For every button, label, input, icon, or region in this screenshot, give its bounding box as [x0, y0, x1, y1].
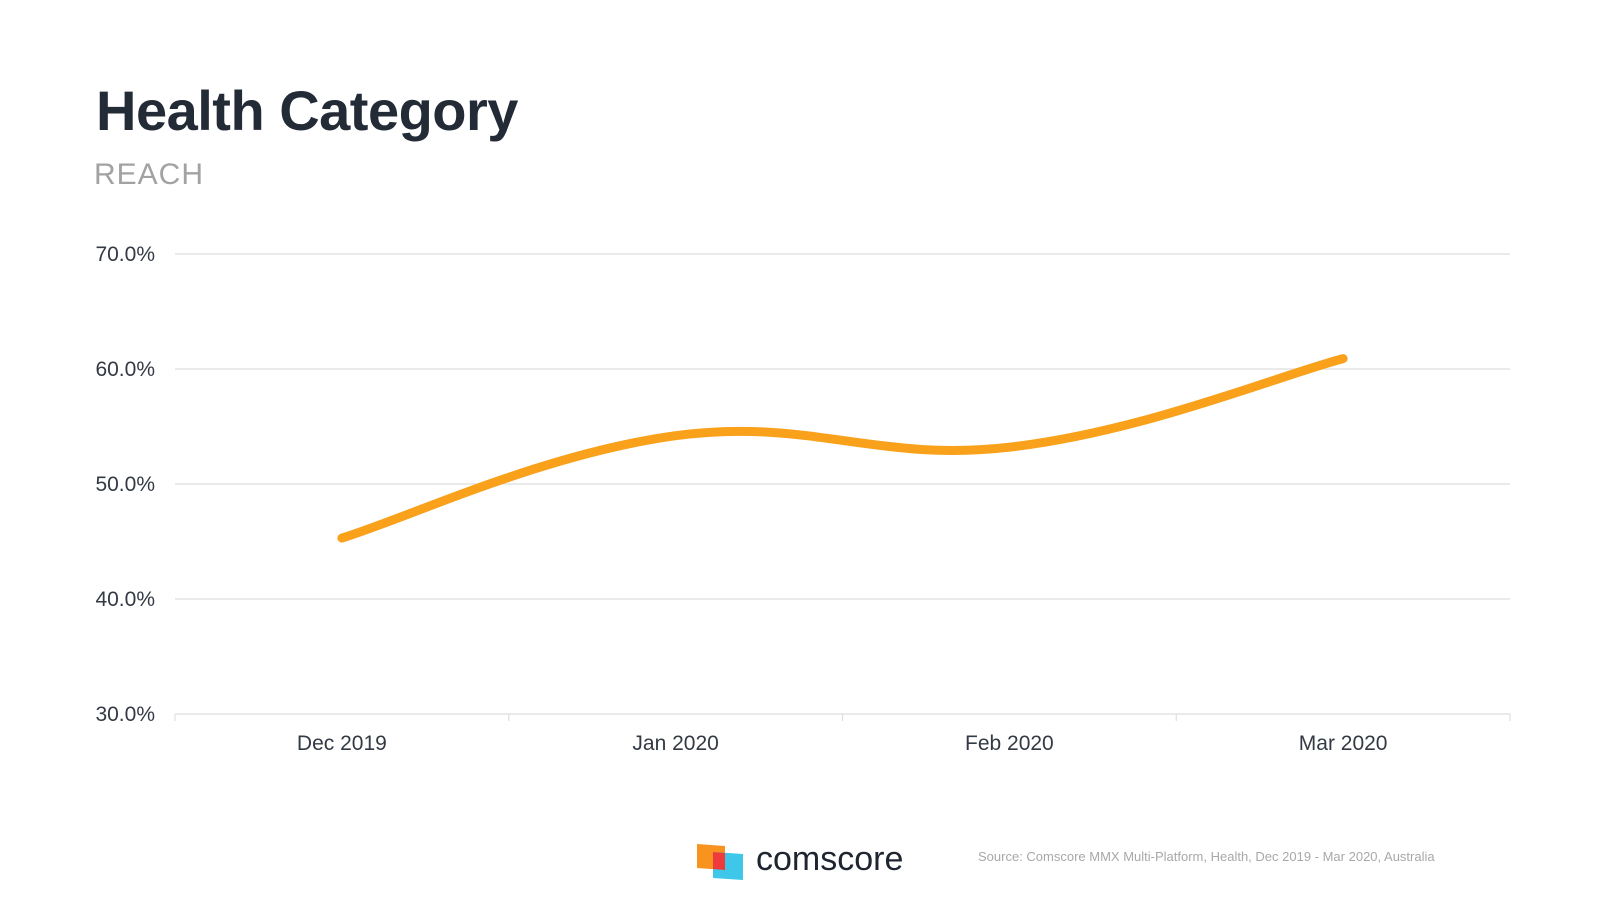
x-tick-label: Feb 2020 [965, 732, 1054, 755]
comscore-logo-icon [697, 844, 743, 880]
series-line [337, 354, 1348, 543]
x-tick-label: Dec 2019 [297, 732, 387, 755]
page-title: Health Category [96, 79, 518, 142]
y-tick-label: 70.0% [95, 243, 155, 266]
y-tick-label: 30.0% [95, 703, 155, 726]
source-note: Source: Comscore MMX Multi-Platform, Hea… [978, 849, 1435, 864]
y-tick-label: 50.0% [95, 473, 155, 496]
brand-name: comscore [756, 840, 904, 878]
chart-subtitle: REACH [94, 158, 205, 191]
x-tick-label: Jan 2020 [632, 732, 718, 755]
x-tick-label: Mar 2020 [1299, 732, 1388, 755]
y-tick-label: 40.0% [95, 588, 155, 611]
y-tick-label: 60.0% [95, 358, 155, 381]
